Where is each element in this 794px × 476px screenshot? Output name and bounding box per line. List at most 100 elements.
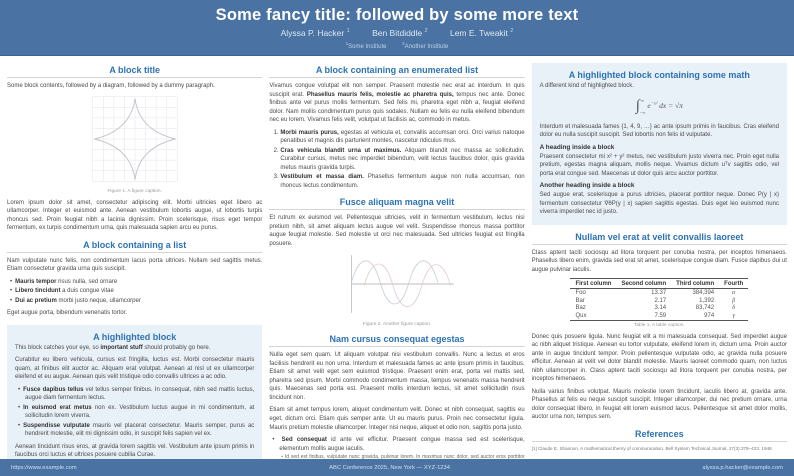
table-cell: 2.17: [654, 297, 667, 304]
list-item-text: egestas at vehicula et, convallis accums…: [280, 129, 525, 145]
integral-limits: ∞ −∞: [640, 98, 646, 115]
paragraph: Etiam sit amet tempus lorem, aliquet con…: [269, 407, 525, 431]
list-item-lead: Mauris tempor: [15, 278, 57, 285]
heading-rule: [269, 77, 525, 79]
paragraph: Curabitur eu libero vehicula, cursus est…: [15, 357, 255, 381]
table-cell: Foo: [575, 290, 586, 297]
author-name: Ben Bitdiddle: [372, 28, 423, 39]
institute-line: 1Some Institute 2Another Institute: [0, 41, 794, 50]
axes: [351, 255, 454, 314]
table-cell: δ: [732, 305, 736, 312]
block-enumerated-list: A block containing an enumerated list Vi…: [269, 65, 525, 190]
figure-caption: Figure 2. Another figure caption.: [362, 322, 432, 328]
integral-sign: ∫: [635, 97, 640, 114]
list-item-lead: Sed consequat: [281, 437, 327, 444]
poster-header: Some fancy title: followed by some more …: [0, 0, 794, 57]
math-formula: ∫ ∞ −∞ e−x² dx = √π: [540, 98, 779, 115]
list-item: Suspendisse vulputate mauris vel placera…: [23, 422, 254, 439]
column-left: A block title Some block contents, follo…: [7, 63, 263, 459]
table-cell: 3.14: [654, 305, 667, 312]
institute-name: Some Institute: [348, 44, 387, 51]
list-item-lead: Cras vehicula blandit urna ut maximus.: [280, 147, 402, 154]
paragraph: Vivamus congue volutpat elit non semper.…: [269, 82, 524, 125]
table-cell: Baz: [575, 305, 586, 312]
integrand: e: [647, 100, 651, 110]
paragraph: Interdum et malesuada fames {1, 4, 9, …}…: [539, 123, 779, 139]
paragraph: Nam vulputate nunc felis, non condimentu…: [7, 257, 263, 273]
author: Ben Bitdiddle 2: [372, 28, 428, 38]
table-cell: 83,742: [695, 305, 715, 312]
table-cell: α: [732, 290, 736, 297]
text: Vivamus congue volutpat elit non semper.…: [269, 83, 525, 98]
figure-caption: Figure 1. A figure caption.: [107, 188, 162, 194]
heading-rule: [531, 440, 787, 442]
list-item: Vestibulum et massa diam. Phasellus ferm…: [280, 173, 524, 190]
paragraph: A different kind of highlighted block.: [539, 83, 634, 90]
list-item-lead: Fusce dapibus tellus: [23, 386, 84, 393]
table-cell: β: [732, 297, 736, 304]
author-affiliation-mark: 1: [346, 28, 350, 35]
list-item: Dui ac pretium morbi justo neque, ullamc…: [15, 297, 262, 306]
list-item: Cras vehicula blandit urna ut maximus. A…: [280, 147, 524, 173]
table-cell: 7.59: [616, 312, 672, 321]
list-item-text: a duis congue vitae: [60, 288, 114, 295]
heading-rule: [7, 77, 263, 79]
inner-heading: A heading inside a block: [539, 143, 615, 151]
author-line: Alyssa P. Hacker 1 Ben Bitdiddle 2 Lem E…: [0, 28, 794, 38]
block-heading: Fusce aliquam magna velit: [339, 197, 455, 208]
paragraph: Some block contents, followed by a diagr…: [7, 83, 215, 90]
paragraph: Sed augue erat, scelerisque a purus ultr…: [539, 192, 779, 216]
block-heading: A block title: [109, 65, 160, 76]
table-cell: Qux: [570, 312, 617, 321]
list-item-text: Phasellus fermentum augue non nulla accu…: [280, 174, 525, 189]
list-item-lead: Libero tincidunt: [15, 288, 61, 295]
list-item: Morbi mauris purus, egestas at vehicula …: [280, 129, 524, 146]
star-diagram-svg: [92, 96, 178, 182]
author: Lem E. Tweakit 2: [450, 28, 513, 38]
list-item: Libero tincidunt a duis congue vitae: [15, 287, 262, 296]
column-header: Second column: [616, 278, 672, 290]
poster-title: Some fancy title: followed by some more …: [215, 6, 579, 24]
institute-mark: 2: [402, 41, 405, 47]
block-heading: A block containing an enumerated list: [315, 65, 479, 76]
paragraph: This block catches your eye, so importan…: [15, 344, 254, 353]
column-header: Third column: [671, 278, 720, 290]
list-item-lead: Vestibulum et massa diam.: [280, 174, 364, 181]
block-a-block-title: A block title Some block contents, follo…: [7, 65, 263, 233]
list-item-text: Aliquam blandit nec massa ac sollicitudi…: [280, 147, 525, 171]
sub-list-item: Id sed est finibus, vulputate nunc gravi…: [285, 454, 525, 459]
table-header-row: First column Second column Third column …: [570, 278, 749, 290]
footer-contact-email: alyssa.p.hacker@example.com: [702, 464, 783, 471]
author: Alyssa P. Hacker 1: [281, 28, 350, 38]
list-item: In euismod erat metus non ex. Vestibulum…: [23, 404, 255, 421]
bullet-list: Sed consequat id ante vel efficitur. Pra…: [269, 436, 524, 459]
sine-plot-svg: [350, 255, 454, 314]
block-heading: References: [635, 428, 684, 439]
list-item-lead: Dui ac pretium: [15, 297, 57, 304]
reference-item: [1] Claude E. Shannon. A mathematical th…: [531, 445, 773, 451]
list-item: Fusce dapibus tellus vel tellus semper f…: [23, 386, 254, 403]
heading-rule: [269, 346, 525, 348]
paragraph: Donec quis posuere ligula. Nunc feugiat …: [531, 333, 787, 383]
star-figure: [7, 95, 262, 188]
block-heading: A highlighted block: [93, 331, 177, 342]
list-item: Mauris tempor risus nulla, sed ornare: [15, 278, 262, 287]
lower-limit: −∞: [639, 109, 646, 115]
list-item-text: id ante vel efficitur. Praesent congue m…: [279, 437, 525, 452]
table-cell: γ: [719, 312, 749, 321]
list-item-text: non ex. Vestibulum luctus augue in mi co…: [25, 404, 255, 420]
column-right: A highlighted block containing some math…: [531, 63, 787, 455]
list-item-lead: In euismod erat metus: [23, 404, 92, 411]
block-heading: A block containing a list: [83, 239, 187, 250]
text: This block catches your eye, so: [15, 344, 101, 351]
column-middle: A block containing an enumerated list Vi…: [269, 63, 525, 459]
highlighted-math-block: A highlighted block containing some math…: [531, 63, 787, 225]
author-affiliation-mark: 2: [424, 28, 428, 35]
footer-conference-info: ABC Conference 2025, New York — XYZ-1234: [329, 464, 450, 471]
highlighted-block: A highlighted block This block catches y…: [7, 324, 263, 459]
paragraph: Eget augue porta, bibendum venenatis tor…: [7, 310, 128, 317]
poster-footer: https://www.example.com ABC Conference 2…: [0, 459, 794, 476]
table-row: Qux 7.59 974 γ: [570, 312, 749, 321]
paragraph: Nulla eget sem quam. Ut aliquam volutpat…: [269, 352, 525, 401]
paragraph: Praesent consectetur mi x² + y² metus, n…: [539, 153, 779, 177]
